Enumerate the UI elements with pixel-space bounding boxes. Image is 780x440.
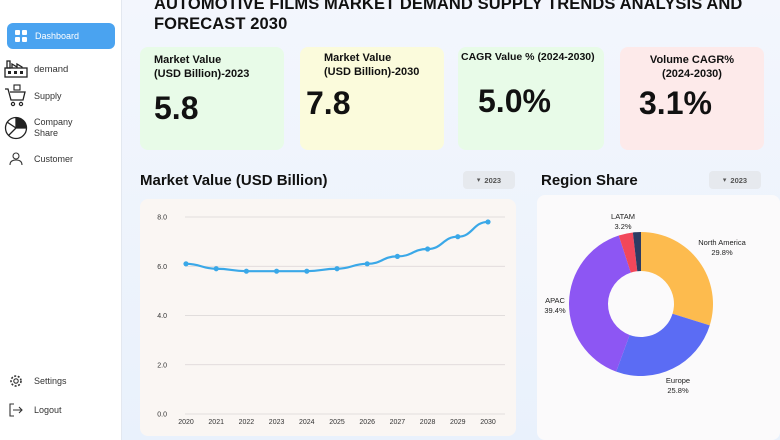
year-dropdown-market-value[interactable]: ▾ 2023 [463,171,515,189]
y-tick-label: 8.0 [157,215,167,222]
year-dropdown-value: 2023 [484,175,502,185]
donut-slice [569,235,631,372]
data-point [274,268,280,274]
kpi-card-volume-cagr: Volume CAGR% (2024-2030) 3.1% [620,47,764,150]
y-tick-label: 4.0 [157,313,167,320]
sidebar-item-company-share[interactable]: Company Share [4,116,116,140]
data-point [213,266,219,272]
sidebar-item-label: Company Share [34,117,73,138]
sidebar-item-logout[interactable]: Logout [4,398,116,422]
kpi-value: 5.8 [154,90,199,126]
kpi-label-line: CAGR Value % (2024-2030) [461,51,595,63]
kpi-value: 5.0% [478,83,551,119]
kpi-value: 3.1% [639,85,712,121]
x-tick-label: 2020 [178,419,194,426]
year-dropdown-value: 2023 [730,175,748,185]
kpi-label-line: (2024-2030) [662,68,722,80]
series-line [185,220,489,273]
x-tick-label: 2028 [420,419,436,426]
donut-slice [616,313,710,376]
sidebar-item-settings[interactable]: Settings [4,369,116,393]
chevron-down-icon: ▾ [476,177,481,184]
y-tick-label: 6.0 [157,264,167,271]
sidebar-item-label: demand [34,63,69,75]
sidebar-item-customer[interactable]: Customer [4,147,116,171]
sidebar-item-label: Settings [34,375,67,386]
slice-value-label: 29.8% [711,248,733,257]
kpi-label: Market Value (USD Billion)-2030 [324,51,419,79]
line-chart-svg: 0.0 2.0 4.0 6.0 8.0 2020 2021 2022 2023 2024 2025 2… [157,215,505,426]
kpi-card-market-value-2030: Market Value (USD Billion)-2030 7.8 [300,47,444,150]
sidebar-item-demand[interactable]: demand [4,57,116,81]
kpi-label-line: (USD Billion)-2023 [154,68,250,80]
page-title: AUTOMOTIVE FILMS MARKET DEMAND SUPPLY TR… [154,0,743,33]
kpi-card-market-value-2023: Market Value (USD Billion)-2023 5.8 [140,47,284,150]
grid-icon [13,24,29,48]
slice-value-label: 3.2% [614,222,631,231]
x-tick-label: 2024 [299,419,315,426]
x-tick-label: 2029 [450,419,466,426]
data-point [364,261,370,267]
factory-icon [4,57,28,81]
slice-label: LATAM [611,212,635,221]
donut-slice [641,232,713,326]
kpi-label-line: Market Value [324,52,392,64]
donut-slice [632,232,641,272]
sidebar-item-dashboard[interactable]: Dashboard [7,23,115,49]
kpi-label: Volume CAGR% (2024-2030) [620,53,764,81]
slice-label: North America [698,238,746,247]
slice-value-label: 25.8% [667,386,689,395]
kpi-label-line: Volume CAGR% [649,54,735,66]
kpi-label: Market Value (USD Billion)-2023 [154,53,249,81]
year-dropdown-region-share[interactable]: ▾ 2023 [709,171,761,189]
sidebar: Dashboard demand Supply Company Share Cu… [0,0,122,440]
data-point [304,268,310,274]
y-tick-label: 2.0 [157,362,167,369]
kpi-label-line: (USD Billion)-2030 [324,66,420,78]
kpi-card-cagr-value: CAGR Value % (2024-2030) 5.0% [458,47,604,150]
data-point [183,261,189,267]
x-tick-label: 2021 [208,419,224,426]
data-point [485,219,491,225]
sidebar-item-label: Dashboard [35,30,80,41]
kpi-label-line: Market Value [154,54,222,66]
x-tick-label: 2022 [239,419,255,426]
sidebar-item-label: Customer [34,153,74,164]
sidebar-item-label: Supply [34,90,62,101]
user-icon [4,147,28,171]
slice-label: APAC [545,296,565,305]
market-value-chart: 0.0 2.0 4.0 6.0 8.0 2020 2021 2022 2023 2024 2025 2… [140,199,516,436]
gear-icon [4,369,28,393]
logout-icon [4,398,28,422]
x-tick-label: 2025 [329,419,345,426]
x-tick-label: 2026 [359,419,375,426]
chevron-down-icon: ▾ [722,177,727,184]
sidebar-item-label: Logout [34,404,62,415]
slice-label: Europe [666,376,690,385]
slice-value-label: 39.4% [544,306,566,315]
kpi-label: CAGR Value % (2024-2030) [461,50,595,64]
sidebar-item-supply[interactable]: Supply [4,84,116,108]
main-content: AUTOMOTIVE FILMS MARKET DEMAND SUPPLY TR… [122,0,780,440]
x-tick-label: 2030 [480,419,496,426]
kpi-value: 7.8 [306,85,351,121]
region-share-chart-title: Region Share [541,172,638,189]
data-point [455,234,461,240]
data-point [394,253,400,259]
data-point [425,246,431,252]
donut-slice [618,232,638,273]
x-tick-label: 2023 [269,419,285,426]
y-tick-label: 0.0 [157,412,167,419]
data-point [243,268,249,274]
x-tick-label: 2027 [390,419,406,426]
cart-icon [4,84,28,108]
region-share-chart: North America 29.8% Europe 25.8% APAC 39.4% LA… [537,195,780,440]
market-value-chart-title: Market Value (USD Billion) [140,172,328,189]
pie-chart-icon [4,116,28,140]
data-point [334,266,340,272]
